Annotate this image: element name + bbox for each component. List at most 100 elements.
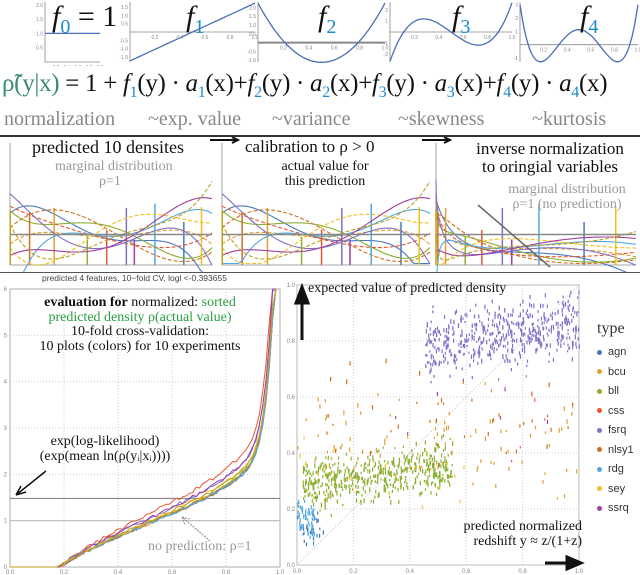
data-point-fsrq (528, 341, 531, 345)
data-point-bcu (571, 412, 573, 416)
data-point-fsrq (528, 316, 530, 319)
data-point-bll (355, 490, 357, 496)
data-point-nlsy1 (327, 414, 329, 418)
data-point-fsrq (526, 364, 528, 367)
data-point-fsrq (499, 320, 501, 326)
data-point-fsrq (507, 348, 509, 353)
density-curve (9, 205, 213, 249)
data-point-rdg (304, 499, 306, 503)
data-point-bll (393, 457, 395, 462)
data-point-bll (328, 479, 330, 483)
data-point-bll (412, 453, 414, 457)
data-point-fsrq (473, 348, 475, 351)
data-point-fsrq (505, 335, 507, 340)
data-point-fsrq (481, 321, 483, 327)
data-point-fsrq (526, 340, 528, 345)
data-point-bll (415, 441, 417, 446)
data-point-bll (408, 461, 410, 466)
data-point-rdg (312, 524, 314, 528)
data-point-bll (388, 466, 391, 470)
data-point-bll (362, 486, 364, 491)
data-point-bll (347, 468, 350, 474)
data-point-fsrq (568, 346, 571, 349)
data-point-bll (335, 487, 337, 491)
data-point-bll (345, 453, 348, 456)
data-point-fsrq (549, 343, 551, 348)
data-point-fsrq (574, 311, 576, 314)
legend-label: bll (608, 385, 620, 397)
data-point-fsrq (438, 347, 440, 352)
data-point-fsrq (552, 357, 554, 362)
data-point-nlsy1 (519, 424, 521, 428)
data-point-rdg (303, 514, 305, 519)
data-point-bll (306, 463, 308, 469)
data-point-fsrq (544, 293, 546, 298)
data-point-bll (387, 469, 389, 475)
data-point-bll (311, 493, 313, 497)
x-tick: 1.0 (509, 35, 516, 41)
data-point-bcu (317, 397, 319, 402)
data-point-bll (397, 479, 399, 482)
data-point-fsrq (548, 360, 550, 363)
data-point-fsrq (548, 317, 550, 321)
data-point-bll (423, 458, 425, 463)
data-point-bll (400, 482, 402, 488)
x-tick: 0.8 (86, 65, 93, 66)
data-point-agn (306, 524, 308, 528)
data-point-fsrq (510, 329, 512, 334)
density-curve (435, 238, 637, 266)
data-point-bcu (386, 435, 388, 439)
data-point-bll (348, 484, 350, 488)
data-point-fsrq (557, 322, 559, 326)
data-point-fsrq (460, 345, 462, 348)
data-point-fsrq (434, 346, 436, 350)
data-point-fsrq (533, 303, 535, 309)
data-point-fsrq (429, 339, 431, 345)
data-point-bll (452, 441, 454, 446)
data-point-fsrq (522, 317, 524, 321)
data-point-agn (315, 517, 317, 520)
legend-item-rdg: rdg (597, 463, 624, 475)
data-point-fsrq (554, 311, 556, 316)
data-point-fsrq (432, 343, 434, 348)
data-point-bll (372, 499, 375, 504)
data-point-bcu (451, 450, 453, 455)
data-point-bll (424, 472, 426, 476)
data-point-bcu (556, 497, 559, 500)
x-tick: 0.6 (331, 46, 338, 52)
data-point-fsrq (488, 338, 490, 342)
data-point-agn (297, 515, 299, 520)
data-point-fsrq (489, 333, 491, 336)
data-point-fsrq (473, 353, 475, 359)
data-point-fsrq (569, 321, 571, 325)
data-point-agn (305, 542, 308, 547)
data-point-rdg (311, 517, 313, 520)
data-point-bll (443, 464, 445, 469)
data-point-fsrq (521, 343, 523, 347)
data-point-bll (363, 463, 365, 468)
data-point-fsrq (537, 325, 539, 328)
data-point-agn (316, 533, 318, 538)
data-point-fsrq (520, 339, 522, 343)
data-point-bll (357, 457, 359, 460)
data-point-nlsy1 (572, 402, 574, 406)
x-arrow-icon (545, 554, 585, 572)
data-point-fsrq (485, 330, 487, 336)
data-point-bcu (475, 428, 477, 434)
data-point-bll (410, 467, 412, 470)
data-point-bll (375, 489, 377, 494)
data-point-bcu (297, 446, 299, 450)
data-point-fsrq (447, 343, 449, 347)
data-point-fsrq (445, 329, 448, 334)
data-point-bcu (357, 403, 359, 408)
data-point-bll (313, 502, 315, 507)
data-point-fsrq (454, 359, 456, 365)
data-point-sey (454, 474, 456, 478)
data-point-fsrq (448, 350, 451, 353)
data-point-fsrq (557, 301, 559, 304)
data-point-rdg (307, 518, 309, 522)
data-point-fsrq (537, 330, 539, 335)
x-tick: 0.4 (177, 35, 184, 41)
legend-label: ssrq (608, 502, 629, 514)
data-point-bll (367, 455, 369, 460)
